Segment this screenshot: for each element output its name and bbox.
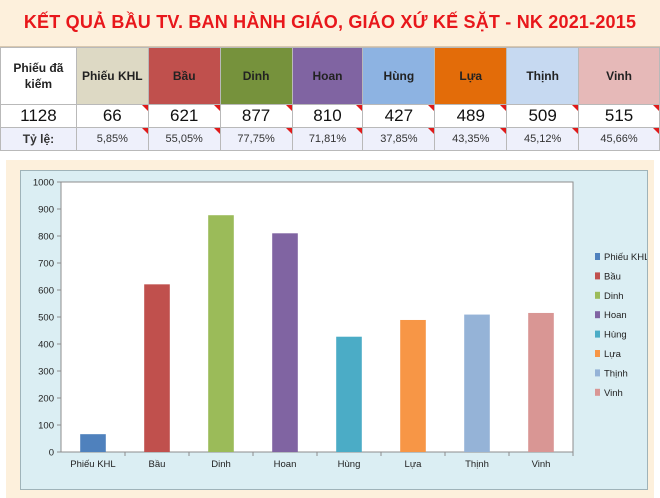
y-tick-label: 700 [38, 259, 54, 270]
legend-label: Hoan [604, 310, 627, 321]
header-cell: Phiếu đã kiếm [0, 47, 77, 105]
count-cell: 877 [219, 104, 293, 128]
bar [528, 312, 554, 452]
y-tick-label: 500 [38, 313, 54, 324]
bar [144, 284, 170, 452]
x-tick-label: Bầu [149, 459, 166, 470]
x-tick-label: Dinh [211, 459, 231, 470]
bar [272, 233, 298, 452]
y-tick-label: 100 [38, 421, 54, 432]
header-cell: Thịnh [506, 47, 580, 105]
legend-label: Thịnh [604, 368, 628, 379]
title-bar: KẾT QUẢ BẦU TV. BAN HÀNH GIÁO, GIÁO XỨ K… [0, 0, 660, 47]
count-cell: 509 [506, 104, 580, 128]
header-cell: Lựa [434, 47, 508, 105]
header-label: Lựa [459, 69, 483, 83]
header-label: Phiếu KHL [81, 69, 143, 83]
count-cell: 66 [75, 104, 149, 128]
header-label: Phiếu đã kiếm [13, 61, 64, 91]
ratio-cell: 5,85% [75, 127, 149, 151]
header-row: Phiếu đã kiếm Phiếu KHL Bầu Dinh Hoan Hù… [0, 47, 660, 105]
plot-area [60, 181, 574, 453]
header-cell: Phiếu KHL [75, 47, 149, 105]
header-cell: Vinh [578, 47, 660, 105]
bar [400, 319, 426, 452]
ratio-cell: 55,05% [147, 127, 221, 151]
x-tick-label: Hùng [338, 459, 361, 470]
ratio-row: Tỷ lệ: 5,85% 55,05% 77,75% 71,81% 37,85%… [0, 127, 660, 151]
legend-swatch [595, 311, 600, 319]
legend-label: Lựa [604, 349, 622, 360]
legend-label: Vinh [604, 388, 623, 399]
legend-label: Hùng [604, 330, 627, 341]
bar [336, 336, 362, 452]
y-tick-label: 1000 [33, 178, 54, 189]
y-tick-label: 900 [38, 205, 54, 216]
legend-swatch [595, 291, 600, 299]
header-label: Dinh [242, 69, 270, 83]
y-tick-label: 800 [38, 232, 54, 243]
x-tick-label: Vinh [532, 459, 551, 470]
ratio-cell: 45,12% [506, 127, 580, 151]
header-cell: Hoan [291, 47, 364, 105]
legend-label: Bầu [604, 271, 621, 282]
chart-area: 0 100 200 300 400 500 600 700 800 900 1000 Phiếu KH… [6, 160, 654, 498]
bar [80, 434, 106, 452]
page-title: KẾT QUẢ BẦU TV. BAN HÀNH GIÁO, GIÁO XỨ K… [23, 12, 637, 32]
count-cell: 810 [291, 104, 364, 128]
legend-swatch [595, 350, 600, 357]
ratio-cell: 45,66% [578, 127, 660, 151]
bar [464, 314, 490, 452]
count-cell-total: 1128 [0, 104, 77, 128]
x-tick-label: Lựa [405, 459, 423, 470]
bar-chart: 0 100 200 300 400 500 600 700 800 900 1000 Phiếu KH… [33, 178, 647, 471]
legend-swatch [595, 330, 600, 338]
legend-swatch [595, 369, 600, 377]
x-tick-label: Hoan [274, 459, 297, 470]
header-label: Hoan [312, 69, 343, 83]
ratio-cell: 43,35% [434, 127, 508, 151]
header-label: Hùng [383, 69, 415, 83]
y-tick-label: 0 [49, 448, 54, 459]
legend-swatch [595, 272, 600, 280]
header-cell: Dinh [219, 47, 293, 105]
bar [208, 215, 234, 452]
ratio-cell: 37,85% [362, 127, 436, 151]
y-tick-label: 200 [38, 394, 54, 405]
header-label: Vinh [606, 69, 632, 83]
count-cell: 515 [578, 104, 660, 128]
x-tick-label: Phiếu KHL [70, 459, 115, 470]
header-cell: Hùng [362, 47, 436, 105]
header-label: Thịnh [526, 69, 559, 83]
ratio-cell: 71,81% [291, 127, 364, 151]
count-row: 1128 66 621 877 810 427 489 509 515 [0, 104, 660, 128]
count-cell: 621 [147, 104, 221, 128]
ratio-cell: 77,75% [219, 127, 293, 151]
y-tick-label: 400 [38, 340, 54, 351]
header-cell: Bầu [147, 47, 221, 105]
count-cell: 489 [434, 104, 508, 128]
y-tick-label: 300 [38, 367, 54, 378]
ratio-label: Tỷ lệ: [0, 127, 77, 151]
y-tick-label: 600 [38, 286, 54, 297]
legend-swatch [595, 388, 600, 396]
chart-panel: 0 100 200 300 400 500 600 700 800 900 1000 Phiếu KH… [20, 170, 648, 490]
x-tick-label: Thịnh [465, 459, 489, 470]
header-label: Bầu [172, 69, 196, 83]
vote-table: Phiếu đã kiếm Phiếu KHL Bầu Dinh Hoan Hù… [0, 47, 660, 151]
count-cell: 427 [362, 104, 436, 128]
legend-label: Dinh [604, 291, 624, 302]
legend-swatch [595, 253, 600, 260]
legend-label: Phiếu KHL [604, 252, 647, 263]
